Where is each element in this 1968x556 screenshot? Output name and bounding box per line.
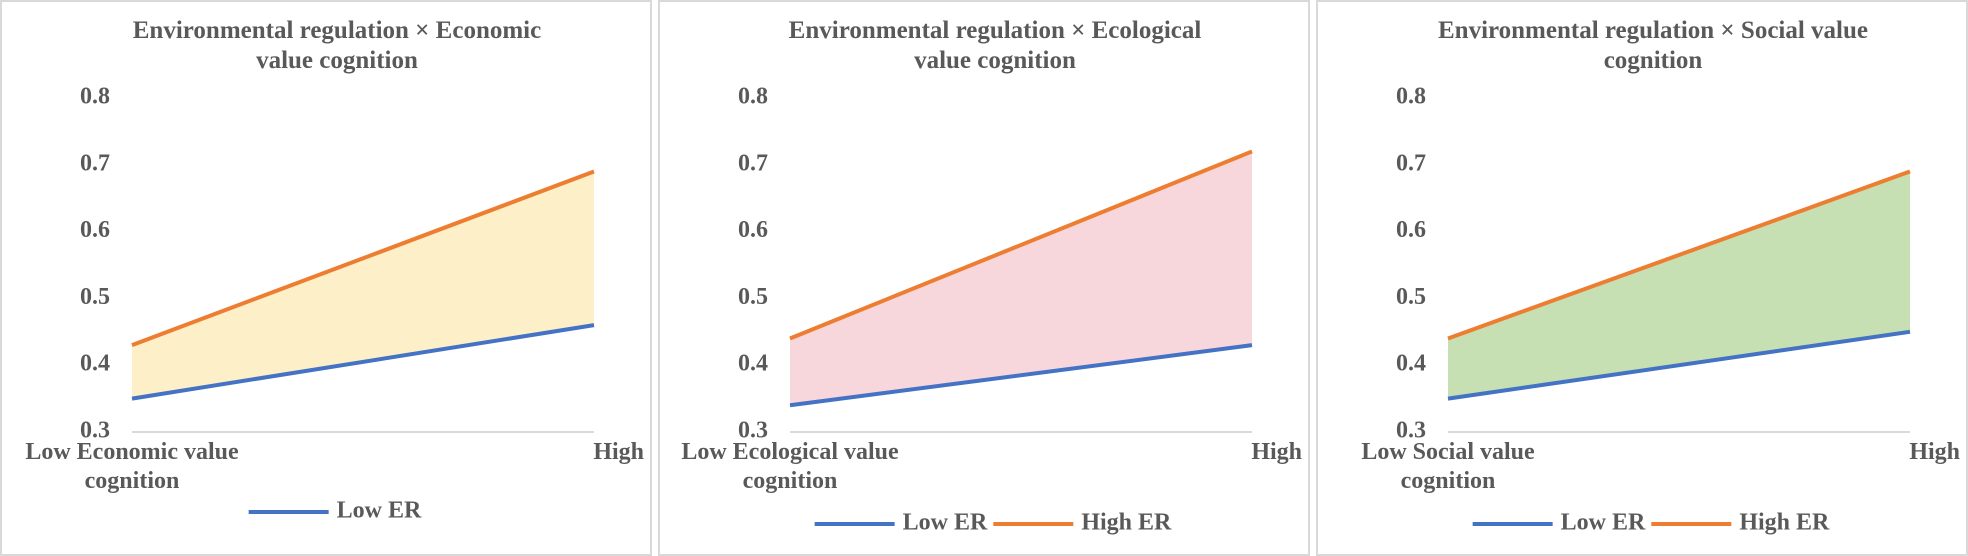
y-tick-label: 0.3 xyxy=(738,418,768,444)
chart-panel: Environmental regulation × Social value … xyxy=(1316,0,1968,556)
x-tick-label-box: Low Ecological value cognition xyxy=(681,439,899,494)
chart-title: Environmental regulation × Ecological va… xyxy=(788,17,1202,74)
x-tick-label: Low Social value cognition xyxy=(1361,439,1535,494)
legend-label: High ER xyxy=(1739,510,1830,536)
x-tick-label-box: Low Economic value cognition xyxy=(25,439,239,494)
y-tick-label: 0.4 xyxy=(1396,351,1426,377)
legend-label: Low ER xyxy=(1561,510,1646,536)
x-tick-label-box: Low Social value cognition xyxy=(1361,439,1535,494)
y-tick-label: 0.5 xyxy=(738,284,768,310)
y-tick-label: 0.3 xyxy=(80,418,110,444)
y-tick-label: 0.7 xyxy=(738,150,768,176)
x-tick-label: High xyxy=(1251,439,1302,465)
legend: Low ER High ER xyxy=(814,510,1172,536)
legend-label: High ER xyxy=(1081,510,1172,536)
chart-panel: Environmental regulation × Economic valu… xyxy=(0,0,652,556)
chart-title-box: Environmental regulation × Economic valu… xyxy=(132,17,542,74)
series-line xyxy=(789,149,1253,341)
y-tick-label: 0.4 xyxy=(738,351,768,377)
y-tick-label: 0.5 xyxy=(80,284,110,310)
legend-label: Low ER xyxy=(903,510,988,536)
y-tick-label: 0.4 xyxy=(80,351,110,377)
y-tick-label: 0.6 xyxy=(80,217,110,243)
y-tick-label: 0.7 xyxy=(80,150,110,176)
legend: Low ER High ER xyxy=(1472,510,1830,536)
x-tick-label: Low Ecological value cognition xyxy=(681,439,899,494)
x-tick-label-box: High xyxy=(593,439,644,465)
y-tick-label: 0.8 xyxy=(1396,84,1426,110)
x-tick-label-box: High xyxy=(1251,439,1302,465)
chart-title-box: Environmental regulation × Ecological va… xyxy=(788,17,1202,74)
legend: Low ER xyxy=(248,498,422,524)
y-tick-label: 0.6 xyxy=(738,217,768,243)
y-tick-label: 0.8 xyxy=(738,84,768,110)
chart-title: Environmental regulation × Economic valu… xyxy=(132,17,542,74)
legend-label: Low ER xyxy=(337,498,422,524)
series-line xyxy=(789,343,1253,408)
y-tick-label: 0.8 xyxy=(80,84,110,110)
y-tick-label: 0.7 xyxy=(1396,150,1426,176)
band xyxy=(132,171,594,399)
chart-title: Environmental regulation × Social value … xyxy=(1437,17,1869,74)
x-tick-label: High xyxy=(593,439,644,465)
series-line xyxy=(131,323,595,401)
chart-panel: Environmental regulation × Ecological va… xyxy=(658,0,1310,556)
series-line xyxy=(131,169,595,348)
series-line xyxy=(1447,169,1911,341)
series-line xyxy=(1447,329,1911,401)
y-tick-label: 0.5 xyxy=(1396,284,1426,310)
y-tick-label: 0.3 xyxy=(1396,418,1426,444)
band xyxy=(1448,171,1910,399)
y-tick-label: 0.6 xyxy=(1396,217,1426,243)
band xyxy=(790,151,1252,406)
chart-title-box: Environmental regulation × Social value … xyxy=(1437,17,1869,74)
x-tick-label: High xyxy=(1909,439,1960,465)
x-tick-label-box: High xyxy=(1909,439,1960,465)
x-tick-label: Low Economic value cognition xyxy=(25,439,239,494)
